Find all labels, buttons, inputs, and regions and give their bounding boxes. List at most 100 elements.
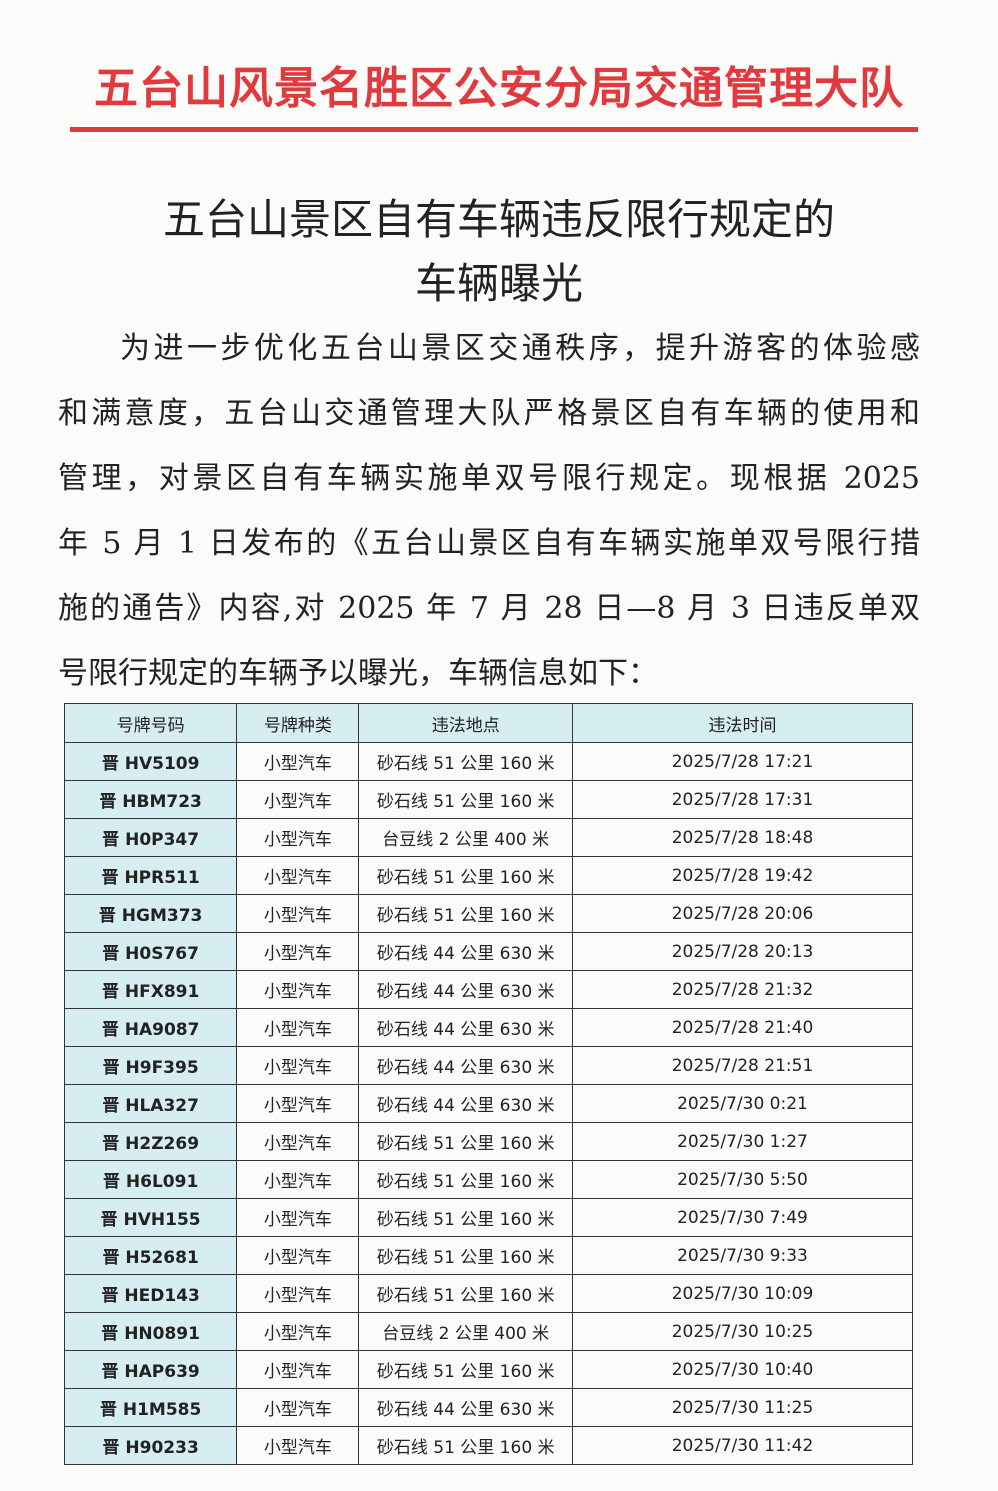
table-row: 晋 H9F395 小型汽车 砂石线 44 公里 630 米 2025/7/28 21:… — [63, 1046, 914, 1085]
table-cell: 小型汽车 — [236, 1350, 360, 1389]
header-cell: 号牌号码 — [63, 703, 238, 743]
table-row: 晋 HVH155 小型汽车 砂石线 51 公里 160 米 2025/7/30 7:4… — [63, 1198, 914, 1237]
table-cell: 砂石线 51 公里 160 米 — [358, 856, 573, 895]
table-cell: 小型汽车 — [236, 1426, 360, 1465]
table-cell: 2025/7/28 20:13 — [571, 932, 914, 971]
table-cell: 晋 HVH155 — [63, 1198, 238, 1237]
table-cell: 2025/7/30 7:49 — [571, 1198, 914, 1237]
header-cell: 违法地点 — [358, 703, 573, 743]
header-title: 五台山风景名胜区公安分局交通管理大队 — [94, 63, 904, 114]
table-row: 晋 HAP639 小型汽车 砂石线 51 公里 160 米 2025/7/30 10:… — [63, 1350, 914, 1389]
table-cell: 晋 HN0891 — [63, 1312, 238, 1351]
doc-title: 五台山景区自有车辆违反限行规定的 — [162, 195, 835, 244]
header-cell: 号牌种类 — [236, 703, 360, 743]
table-cell: 砂石线 51 公里 160 米 — [358, 1160, 573, 1199]
table-cell: 小型汽车 — [236, 1198, 360, 1237]
table-cell: 小型汽车 — [236, 742, 360, 781]
table-row: 晋 H0S767 小型汽车 砂石线 44 公里 630 米 2025/7/28 20:… — [63, 932, 914, 971]
table-cell: 砂石线 44 公里 630 米 — [358, 1008, 573, 1047]
table-cell: 晋 HBM723 — [63, 780, 238, 819]
table-cell: 砂石线 51 公里 160 米 — [358, 894, 573, 933]
table-row: 晋 H90233 小型汽车 砂石线 51 公里 160 米 2025/7/30 11:… — [63, 1426, 914, 1465]
table-row: 晋 HPR511 小型汽车 砂石线 51 公里 160 米 2025/7/28 19:… — [63, 856, 914, 895]
table-cell: 砂石线 44 公里 630 米 — [358, 932, 573, 971]
table-cell: 砂石线 51 公里 160 米 — [358, 742, 573, 781]
table-row: 晋 H2Z269 小型汽车 砂石线 51 公里 160 米 2025/7/30 1:2… — [63, 1122, 914, 1161]
table-cell: 小型汽车 — [236, 780, 360, 819]
table-cell: 2025/7/30 5:50 — [571, 1160, 914, 1199]
table-cell: 2025/7/28 20:06 — [571, 894, 914, 933]
table-cell: 小型汽车 — [236, 1084, 360, 1123]
table-cell: 小型汽车 — [236, 1122, 360, 1161]
paragraph-line: 为进一步优化五台山景区交通秩序，提升游客的体验感 — [120, 331, 920, 366]
table-cell: 2025/7/28 17:21 — [571, 742, 914, 781]
table-cell: 小型汽车 — [236, 1274, 360, 1313]
table-cell: 砂石线 51 公里 160 米 — [358, 780, 573, 819]
paragraph-line: 施的通告》内容,对 2025 年 7 月 28 日—8 月 3 日违反单双 — [58, 591, 920, 626]
table-cell: 2025/7/30 0:21 — [571, 1084, 914, 1123]
table-cell: 晋 HA9087 — [63, 1008, 238, 1047]
table-row: 晋 H1M585 小型汽车 砂石线 44 公里 630 米 2025/7/30 11:… — [63, 1388, 914, 1427]
header-row: 号牌号码 号牌种类 违法地点 违法时间 — [63, 703, 914, 743]
table-cell: 2025/7/30 10:25 — [571, 1312, 914, 1351]
table-cell: 2025/7/30 11:25 — [571, 1388, 914, 1427]
table-row: 晋 HLA327 小型汽车 砂石线 44 公里 630 米 2025/7/30 0:2… — [63, 1084, 914, 1123]
table-cell: 晋 HAP639 — [63, 1350, 238, 1389]
table-cell: 晋 H90233 — [63, 1426, 238, 1465]
table-cell: 砂石线 51 公里 160 米 — [358, 1236, 573, 1275]
table-cell: 砂石线 51 公里 160 米 — [358, 1198, 573, 1237]
table-cell: 台豆线 2 公里 400 米 — [358, 1312, 573, 1351]
table-cell: 砂石线 44 公里 630 米 — [358, 1084, 573, 1123]
table-cell: 晋 HV5109 — [63, 742, 238, 781]
table-cell: 2025/7/28 21:51 — [571, 1046, 914, 1085]
table-cell: 2025/7/28 19:42 — [571, 856, 914, 895]
table-row: 晋 HBM723 小型汽车 砂石线 51 公里 160 米 2025/7/28 17:… — [63, 780, 914, 819]
table-cell: 砂石线 51 公里 160 米 — [358, 1274, 573, 1313]
table-cell: 晋 HGM373 — [63, 894, 238, 933]
table-cell: 小型汽车 — [236, 1312, 360, 1351]
table-cell: 小型汽车 — [236, 894, 360, 933]
table-cell: 小型汽车 — [236, 856, 360, 895]
table-row: 晋 HGM373 小型汽车 砂石线 51 公里 160 米 2025/7/28 20:… — [63, 894, 914, 933]
table-cell: 晋 HED143 — [63, 1274, 238, 1313]
table-cell: 2025/7/28 21:32 — [571, 970, 914, 1009]
table-cell: 砂石线 44 公里 630 米 — [358, 970, 573, 1009]
table-cell: 2025/7/28 21:40 — [571, 1008, 914, 1047]
table-row: 晋 HV5109 小型汽车 砂石线 51 公里 160 米 2025/7/28 17:… — [63, 742, 914, 781]
paragraph-line: 和满意度，五台山交通管理大队严格景区自有车辆的使用和 — [58, 396, 920, 431]
table-cell: 2025/7/30 10:09 — [571, 1274, 914, 1313]
table-cell: 2025/7/30 1:27 — [571, 1122, 914, 1161]
table-cell: 2025/7/30 9:33 — [571, 1236, 914, 1275]
table-cell: 砂石线 51 公里 160 米 — [358, 1122, 573, 1161]
table-cell: 小型汽车 — [236, 932, 360, 971]
table-cell: 砂石线 44 公里 630 米 — [358, 1388, 573, 1427]
table-cell: 小型汽车 — [236, 970, 360, 1009]
table-cell: 2025/7/30 10:40 — [571, 1350, 914, 1389]
table-row: 晋 HN0891 小型汽车 台豆线 2 公里 400 米 2025/7/30 10:2… — [63, 1312, 914, 1351]
header-rule — [70, 127, 918, 132]
paragraph-line: 号限行规定的车辆予以曝光，车辆信息如下： — [58, 656, 658, 691]
table-cell: 晋 H2Z269 — [63, 1122, 238, 1161]
header-cell: 违法时间 — [571, 703, 914, 743]
table-cell: 晋 H0S767 — [63, 932, 238, 971]
table-row: 晋 H0P347 小型汽车 台豆线 2 公里 400 米 2025/7/28 18:4… — [63, 818, 914, 857]
paragraph-line: 年 5 月 1 日发布的《五台山景区自有车辆实施单双号限行措 — [58, 526, 920, 561]
table-cell: 小型汽车 — [236, 818, 360, 857]
table-cell: 晋 HFX891 — [63, 970, 238, 1009]
table-cell: 2025/7/28 18:48 — [571, 818, 914, 857]
paragraph-line: 管理，对景区自有车辆实施单双号限行规定。现根据 2025 — [58, 461, 920, 496]
table-row: 晋 HA9087 小型汽车 砂石线 44 公里 630 米 2025/7/28 21:… — [63, 1008, 914, 1047]
table-cell: 小型汽车 — [236, 1160, 360, 1199]
table-cell: 晋 H0P347 — [63, 818, 238, 857]
table-cell: 砂石线 51 公里 160 米 — [358, 1426, 573, 1465]
table-cell: 晋 H52681 — [63, 1236, 238, 1275]
table-cell: 小型汽车 — [236, 1236, 360, 1275]
table-cell: 2025/7/30 11:42 — [571, 1426, 914, 1465]
table-cell: 小型汽车 — [236, 1008, 360, 1047]
table-row: 晋 HED143 小型汽车 砂石线 51 公里 160 米 2025/7/30 10:… — [63, 1274, 914, 1313]
violation-table: 号牌号码 号牌种类 违法地点 违法时间 晋 HV5109 小型汽车 砂石线 51 公里 1… — [63, 703, 914, 1465]
table-row: 晋 HFX891 小型汽车 砂石线 44 公里 630 米 2025/7/28 21:… — [63, 970, 914, 1009]
table-cell: 晋 HPR511 — [63, 856, 238, 895]
table-cell: 台豆线 2 公里 400 米 — [358, 818, 573, 857]
